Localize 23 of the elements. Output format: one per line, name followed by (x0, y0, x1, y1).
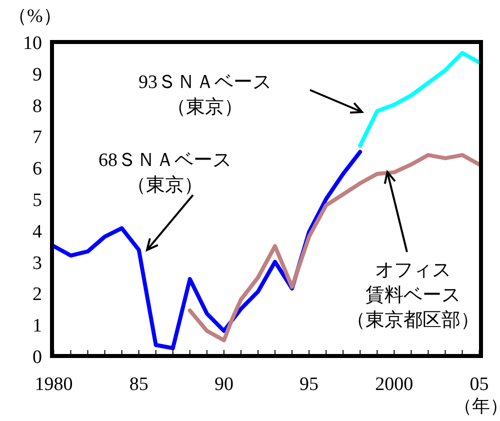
x-tick-label: 85 (129, 374, 148, 395)
y-tick-label: 5 (32, 190, 42, 211)
annotation: オフィス賃料ベース（東京都区部） (346, 260, 480, 331)
annotation: 68ＳＮＡベース（東京） (98, 150, 232, 196)
x-tick-label: 1980 (34, 374, 73, 395)
y-tick-label: 0 (32, 347, 42, 368)
y-tick-label: 8 (32, 96, 42, 117)
y-tick-label: 3 (32, 252, 42, 274)
y-tick-label: 4 (32, 221, 42, 242)
x-tick-label: 2000 (375, 374, 414, 395)
y-tick-label: 7 (32, 127, 42, 148)
x-tick-label: 95 (300, 374, 319, 395)
annotation: 93ＳＮＡベース（東京） (138, 72, 272, 118)
x-tick-label: 05 (470, 374, 489, 395)
y-tick-label: 2 (32, 284, 42, 306)
y-tick-label: 10 (23, 33, 42, 54)
y-axis-title: （%） (8, 6, 62, 27)
y-tick-label: 1 (32, 316, 42, 337)
y-tick-label: 6 (32, 158, 42, 180)
x-tick-label: 90 (214, 374, 234, 395)
x-axis-title: （年） (454, 396, 500, 416)
line-series (358, 50, 482, 148)
y-tick-label: 9 (32, 64, 42, 86)
